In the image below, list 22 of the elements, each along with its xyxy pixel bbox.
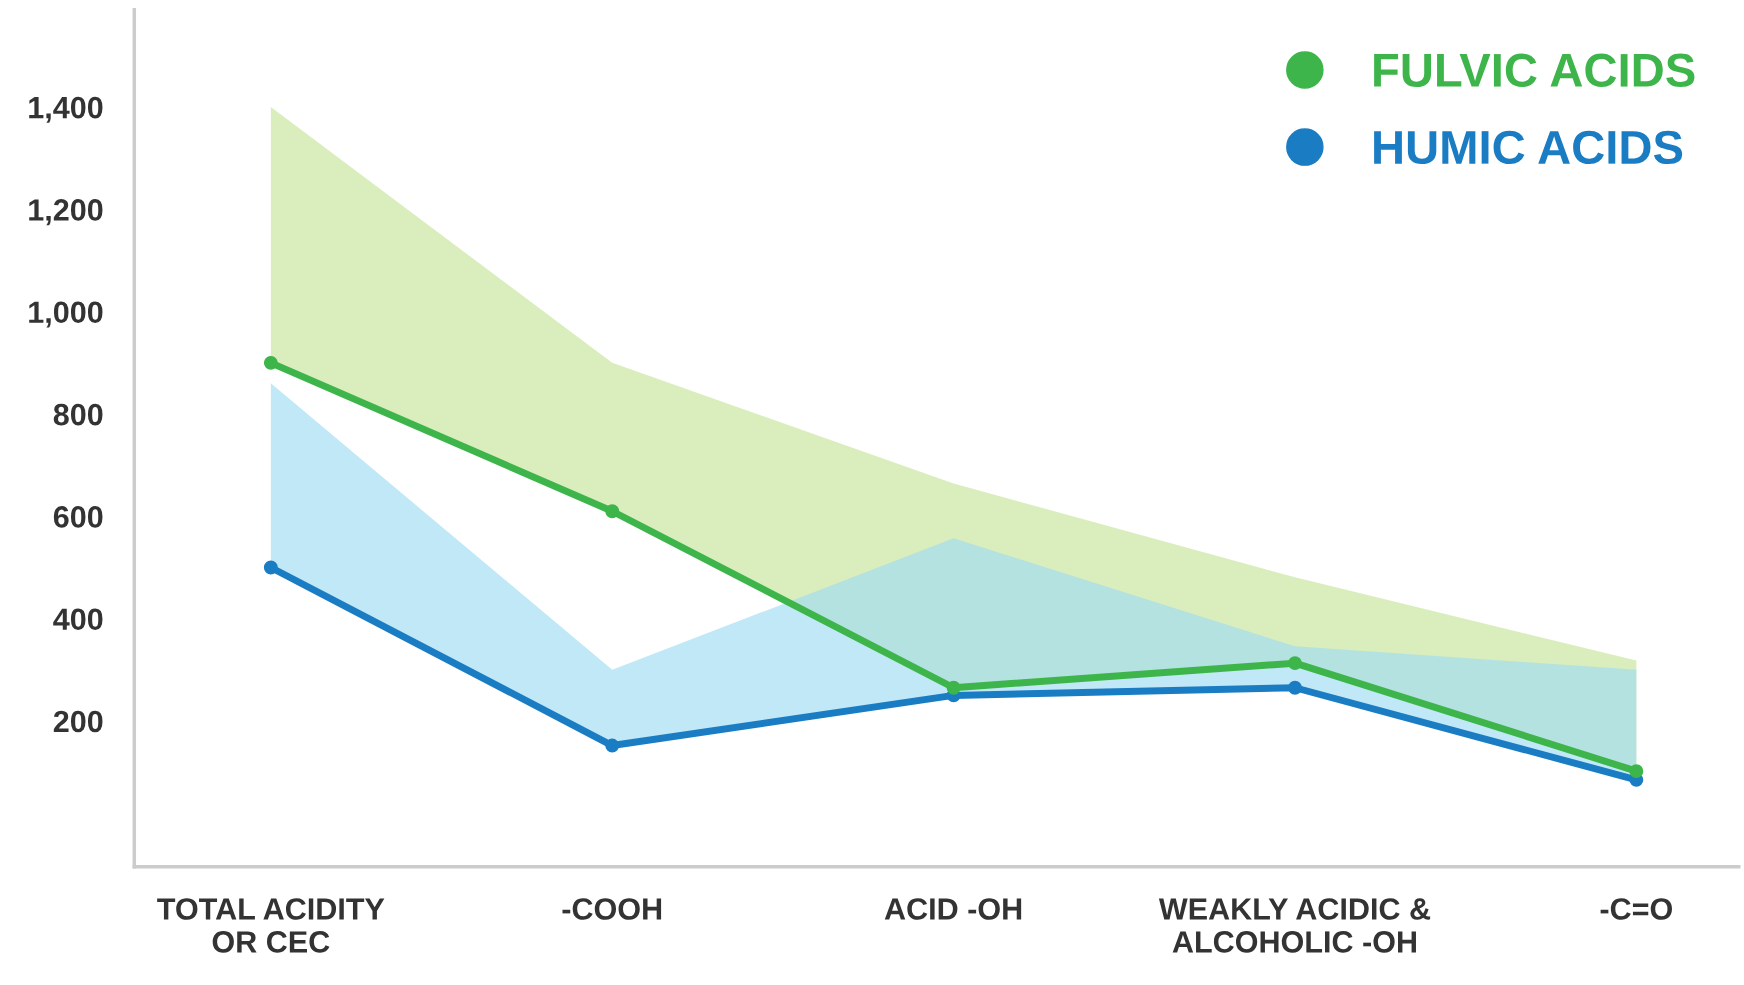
point	[605, 738, 620, 753]
point	[263, 560, 278, 575]
y-tick-label: 800	[53, 403, 103, 426]
point	[946, 680, 961, 695]
legend-label: HUMIC ACIDS	[1374, 130, 1683, 165]
y-tick-label: 200	[53, 710, 103, 733]
point	[1288, 680, 1302, 695]
point	[605, 504, 620, 519]
x-tick-label: WEAKLY ACIDIC & ALCOHOLIC -OH	[1158, 898, 1431, 953]
y-tick-label: 400	[53, 608, 103, 631]
y-tick-label: 1,200	[29, 199, 103, 226]
legend-label: FULVIC ACIDS	[1374, 53, 1695, 88]
point	[263, 355, 278, 370]
x-tick-label: TOTAL ACIDITY OR CEC	[157, 898, 385, 953]
point	[1629, 764, 1644, 779]
x-tick-label: -C=O	[1600, 898, 1672, 920]
y-tick-label: 1,400	[29, 96, 103, 123]
y-tick-label: 600	[53, 506, 103, 528]
x-tick-label: -COOH	[562, 898, 662, 920]
x-tick-label: ACID -OH	[884, 898, 1022, 920]
y-tick-label: 1,000	[29, 301, 103, 328]
point	[1288, 656, 1302, 671]
